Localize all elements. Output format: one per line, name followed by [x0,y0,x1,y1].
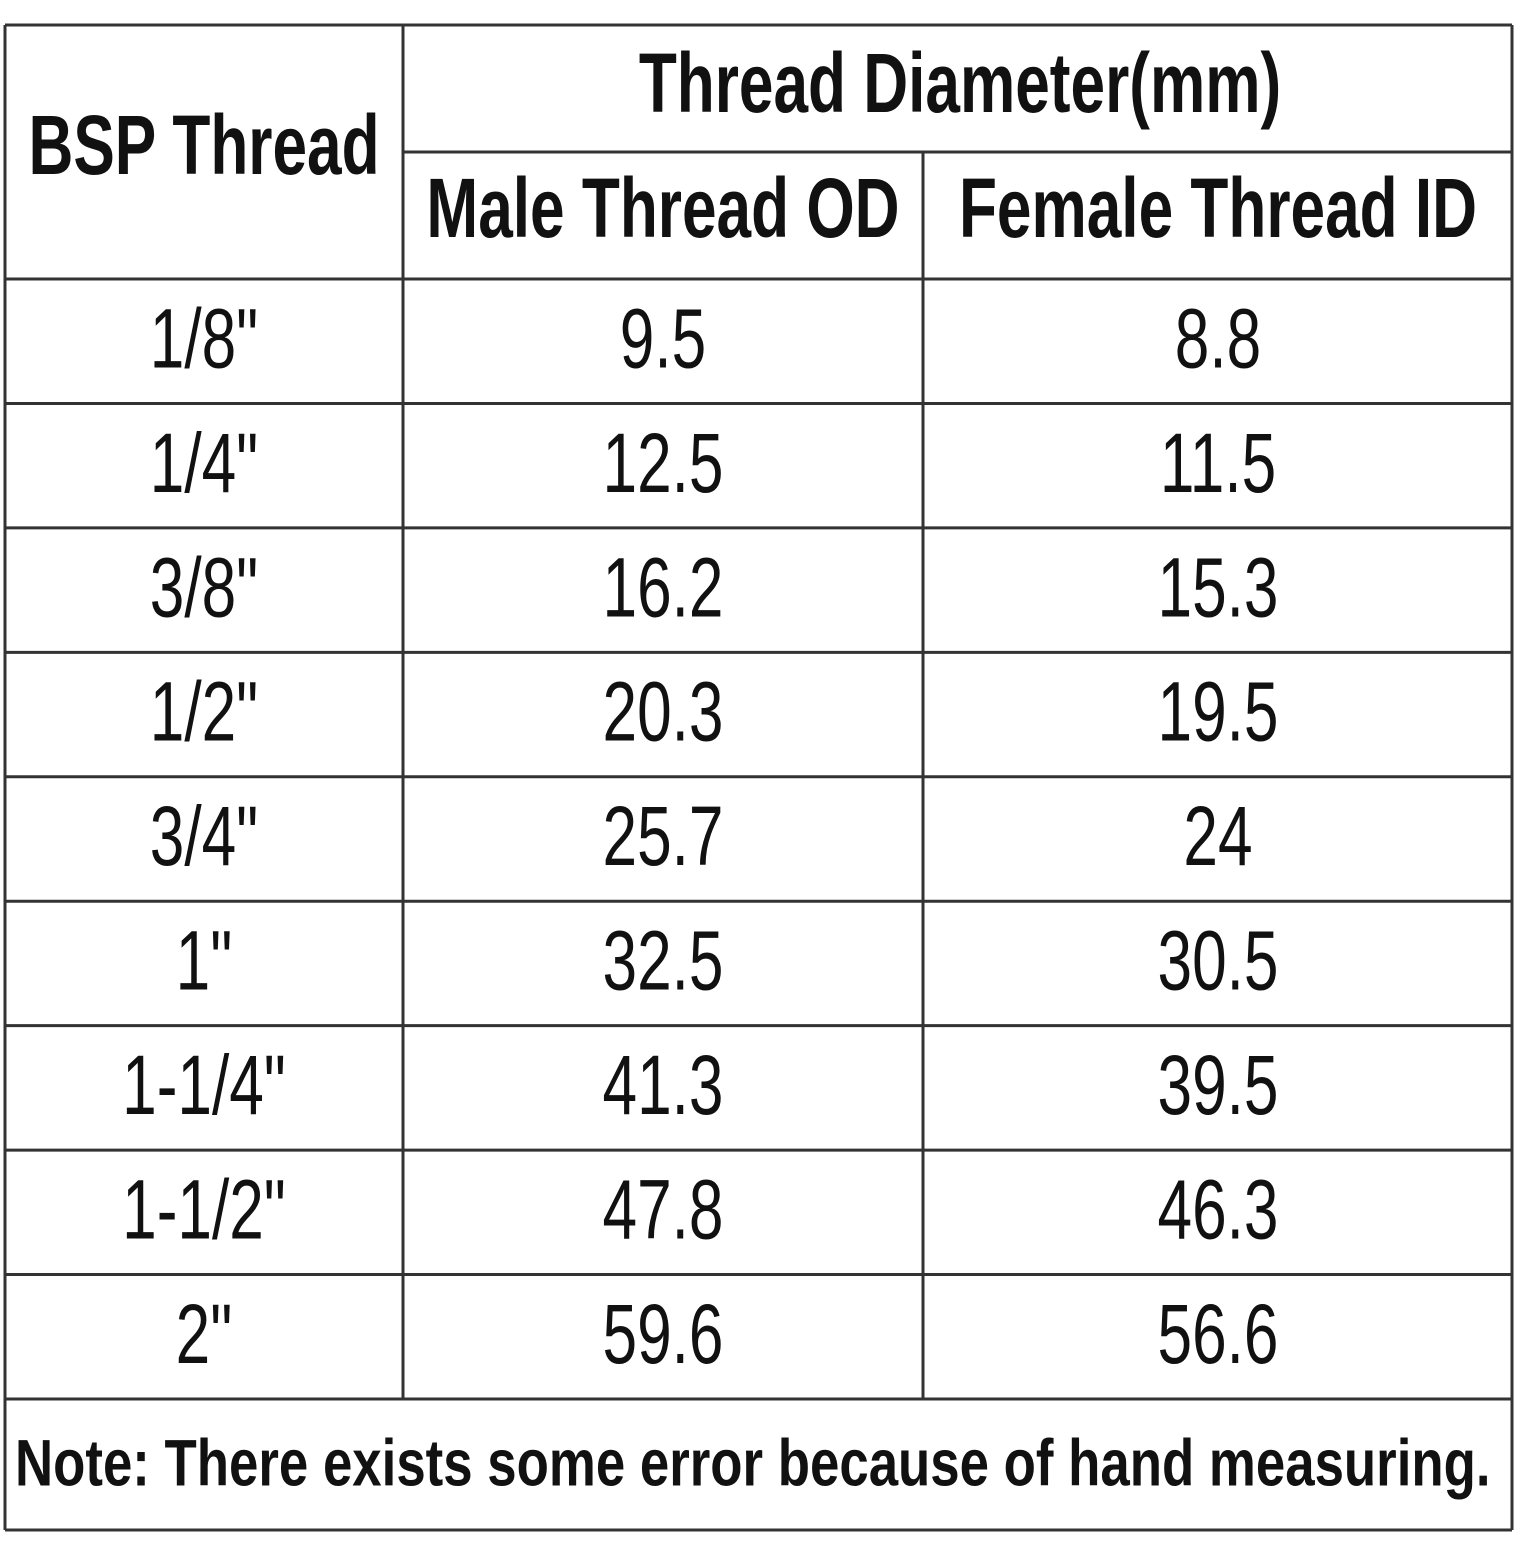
table-cell: 3/8" [150,540,258,634]
table-cell: 56.6 [1158,1287,1279,1381]
header-cell: Female Thread ID [959,161,1477,255]
table-cell: 47.8 [603,1162,724,1256]
table-cell: 59.6 [603,1287,724,1381]
table-cell: 1-1/4" [122,1038,286,1132]
table-cell: 46.3 [1158,1162,1279,1256]
table-cell: 32.5 [603,913,724,1007]
table-cell: 1/8" [150,291,258,385]
table-cell: 12.5 [603,416,724,510]
table-cell: 1" [176,913,233,1007]
table-cell: 9.5 [620,291,706,385]
table-cell: 3/4" [150,789,258,883]
table-cell: 2" [176,1287,233,1381]
table-cell: 1/2" [150,665,258,759]
table-cell: 1-1/2" [122,1162,286,1256]
header-group: Thread Diameter(mm) [639,36,1281,130]
table-cell: 20.3 [603,665,724,759]
table-cell: 15.3 [1158,540,1279,634]
table-cell: 30.5 [1158,913,1279,1007]
table-cell: 39.5 [1158,1038,1279,1132]
table-cell: 16.2 [603,540,724,634]
note: Note: There exists some error because of… [15,1426,1491,1500]
table-cell: 8.8 [1175,291,1261,385]
table-cell: 11.5 [1160,416,1276,510]
table-cell: 25.7 [603,789,724,883]
header-cell: BSP Thread [28,98,379,192]
header-cell: Male Thread OD [426,161,899,255]
table-cell: 1/4" [150,416,258,510]
table-cell: 24 [1183,789,1252,883]
table-cell: 19.5 [1158,665,1279,759]
table-cell: 41.3 [603,1038,724,1132]
